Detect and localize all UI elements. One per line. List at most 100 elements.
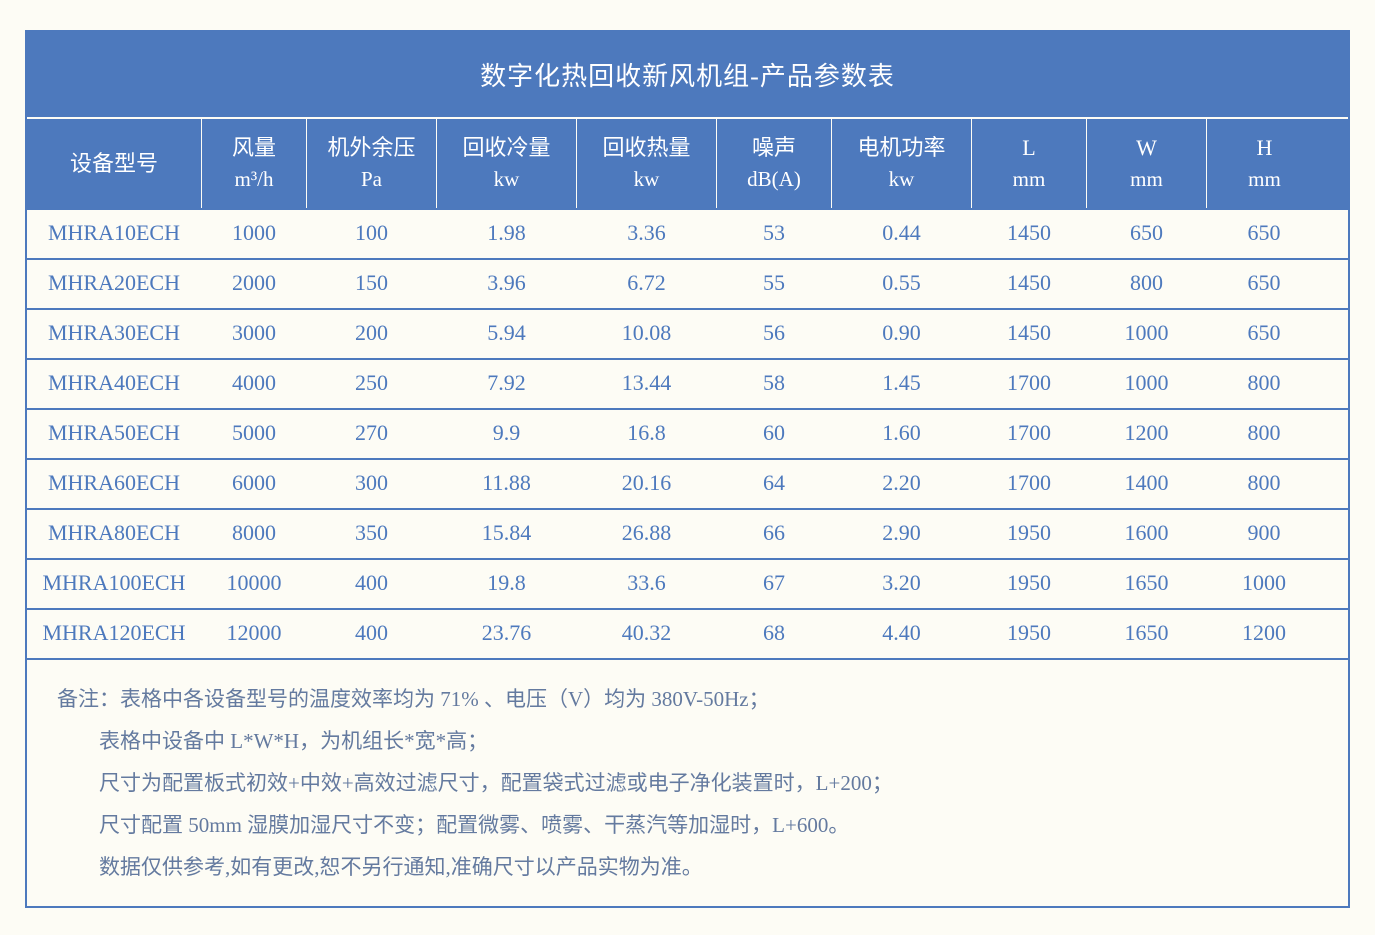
column-label: 回收冷量: [462, 131, 550, 164]
table-cell: 2000: [202, 260, 307, 308]
table-cell: 11.88: [437, 460, 577, 508]
table-cell: 58: [717, 360, 832, 408]
table-cell: 3.36: [577, 210, 717, 258]
table-cell: 300: [307, 460, 437, 508]
table-cell: 2.20: [832, 460, 972, 508]
table-cell: 56: [717, 310, 832, 358]
column-label: H: [1257, 131, 1273, 164]
page-container: 数字化热回收新风机组-产品参数表 设备型号风量m³/h机外余压Pa回收冷量kw回…: [0, 0, 1375, 935]
table-cell: 3.96: [437, 260, 577, 308]
table-cell: 8000: [202, 510, 307, 558]
note-line: 数据仅供参考,如有更改,恕不另行通知,准确尺寸以产品实物为准。: [57, 846, 1328, 888]
column-unit: mm: [1130, 164, 1163, 196]
column-unit: dB(A): [747, 164, 801, 196]
column-unit: mm: [1248, 164, 1281, 196]
table-cell: 1000: [1087, 360, 1207, 408]
column-header: 设备型号: [27, 119, 202, 208]
table-cell: 800: [1207, 460, 1322, 508]
table-row: MHRA10ECH10001001.983.36530.441450650650: [27, 208, 1348, 258]
table-cell: 12000: [202, 610, 307, 658]
table-cell: 1950: [972, 610, 1087, 658]
table-cell: 1400: [1087, 460, 1207, 508]
table-cell: 20.16: [577, 460, 717, 508]
table-cell: 66: [717, 510, 832, 558]
table-cell: 33.6: [577, 560, 717, 608]
column-header: 噪声dB(A): [717, 119, 832, 208]
column-unit: kw: [634, 164, 660, 196]
table-cell: MHRA30ECH: [27, 310, 202, 358]
column-header: 风量m³/h: [202, 119, 307, 208]
table-cell: 0.44: [832, 210, 972, 258]
table-cell: MHRA80ECH: [27, 510, 202, 558]
table-cell: 1200: [1207, 610, 1322, 658]
column-label: 设备型号: [70, 147, 158, 180]
table-cell: 1000: [1087, 310, 1207, 358]
column-unit: mm: [1013, 164, 1046, 196]
table-cell: 3.20: [832, 560, 972, 608]
column-label: L: [1022, 131, 1035, 164]
table-cell: 53: [717, 210, 832, 258]
table-cell: 1700: [972, 460, 1087, 508]
table-cell: 1950: [972, 510, 1087, 558]
table-cell: 64: [717, 460, 832, 508]
table-cell: 900: [1207, 510, 1322, 558]
table-cell: 13.44: [577, 360, 717, 408]
table-cell: 26.88: [577, 510, 717, 558]
table-cell: 1000: [202, 210, 307, 258]
table-cell: 19.8: [437, 560, 577, 608]
table-cell: 1.45: [832, 360, 972, 408]
column-unit: Pa: [361, 164, 382, 196]
table-cell: 1700: [972, 410, 1087, 458]
table-cell: 1000: [1207, 560, 1322, 608]
column-header: Hmm: [1207, 119, 1322, 208]
column-unit: kw: [889, 164, 915, 196]
table-cell: 1950: [972, 560, 1087, 608]
table-cell: 0.55: [832, 260, 972, 308]
column-label: 风量: [232, 131, 276, 164]
column-header: Lmm: [972, 119, 1087, 208]
table-cell: 4000: [202, 360, 307, 408]
table-row: MHRA120ECH1200040023.7640.32684.40195016…: [27, 608, 1348, 658]
table-cell: MHRA100ECH: [27, 560, 202, 608]
table-row: MHRA50ECH50002709.916.8601.6017001200800: [27, 408, 1348, 458]
spec-table: 数字化热回收新风机组-产品参数表 设备型号风量m³/h机外余压Pa回收冷量kw回…: [25, 30, 1350, 908]
table-cell: 1450: [972, 310, 1087, 358]
table-cell: 10.08: [577, 310, 717, 358]
column-label: 回收热量: [602, 131, 690, 164]
column-unit: kw: [494, 164, 520, 196]
table-cell: 6000: [202, 460, 307, 508]
table-cell: 1700: [972, 360, 1087, 408]
table-notes: 备注：表格中各设备型号的温度效率均为 71% 、电压（V）均为 380V-50H…: [27, 658, 1348, 906]
column-label: 机外余压: [327, 131, 415, 164]
table-cell: 100: [307, 210, 437, 258]
table-cell: MHRA120ECH: [27, 610, 202, 658]
table-cell: MHRA60ECH: [27, 460, 202, 508]
table-cell: 67: [717, 560, 832, 608]
note-line: 尺寸配置 50mm 湿膜加湿尺寸不变；配置微雾、喷雾、干蒸汽等加湿时，L+600…: [57, 804, 1328, 846]
table-cell: 250: [307, 360, 437, 408]
column-label: W: [1136, 131, 1157, 164]
table-cell: 1200: [1087, 410, 1207, 458]
table-cell: 9.9: [437, 410, 577, 458]
table-cell: 5000: [202, 410, 307, 458]
table-cell: 68: [717, 610, 832, 658]
column-header: 机外余压Pa: [307, 119, 437, 208]
table-header-row: 设备型号风量m³/h机外余压Pa回收冷量kw回收热量kw噪声dB(A)电机功率k…: [27, 117, 1348, 208]
table-cell: 400: [307, 560, 437, 608]
table-cell: 350: [307, 510, 437, 558]
table-cell: MHRA40ECH: [27, 360, 202, 408]
table-cell: 800: [1087, 260, 1207, 308]
table-row: MHRA80ECH800035015.8426.88662.9019501600…: [27, 508, 1348, 558]
table-cell: 200: [307, 310, 437, 358]
table-cell: 650: [1207, 260, 1322, 308]
table-cell: 650: [1087, 210, 1207, 258]
note-line: 尺寸为配置板式初效+中效+高效过滤尺寸，配置袋式过滤或电子净化装置时，L+200…: [57, 762, 1328, 804]
table-cell: 16.8: [577, 410, 717, 458]
table-cell: 4.40: [832, 610, 972, 658]
table-row: MHRA20ECH20001503.966.72550.551450800650: [27, 258, 1348, 308]
table-cell: 55: [717, 260, 832, 308]
note-line: 备注：表格中各设备型号的温度效率均为 71% 、电压（V）均为 380V-50H…: [57, 678, 1328, 720]
table-cell: 3000: [202, 310, 307, 358]
table-cell: MHRA10ECH: [27, 210, 202, 258]
column-header: 回收冷量kw: [437, 119, 577, 208]
